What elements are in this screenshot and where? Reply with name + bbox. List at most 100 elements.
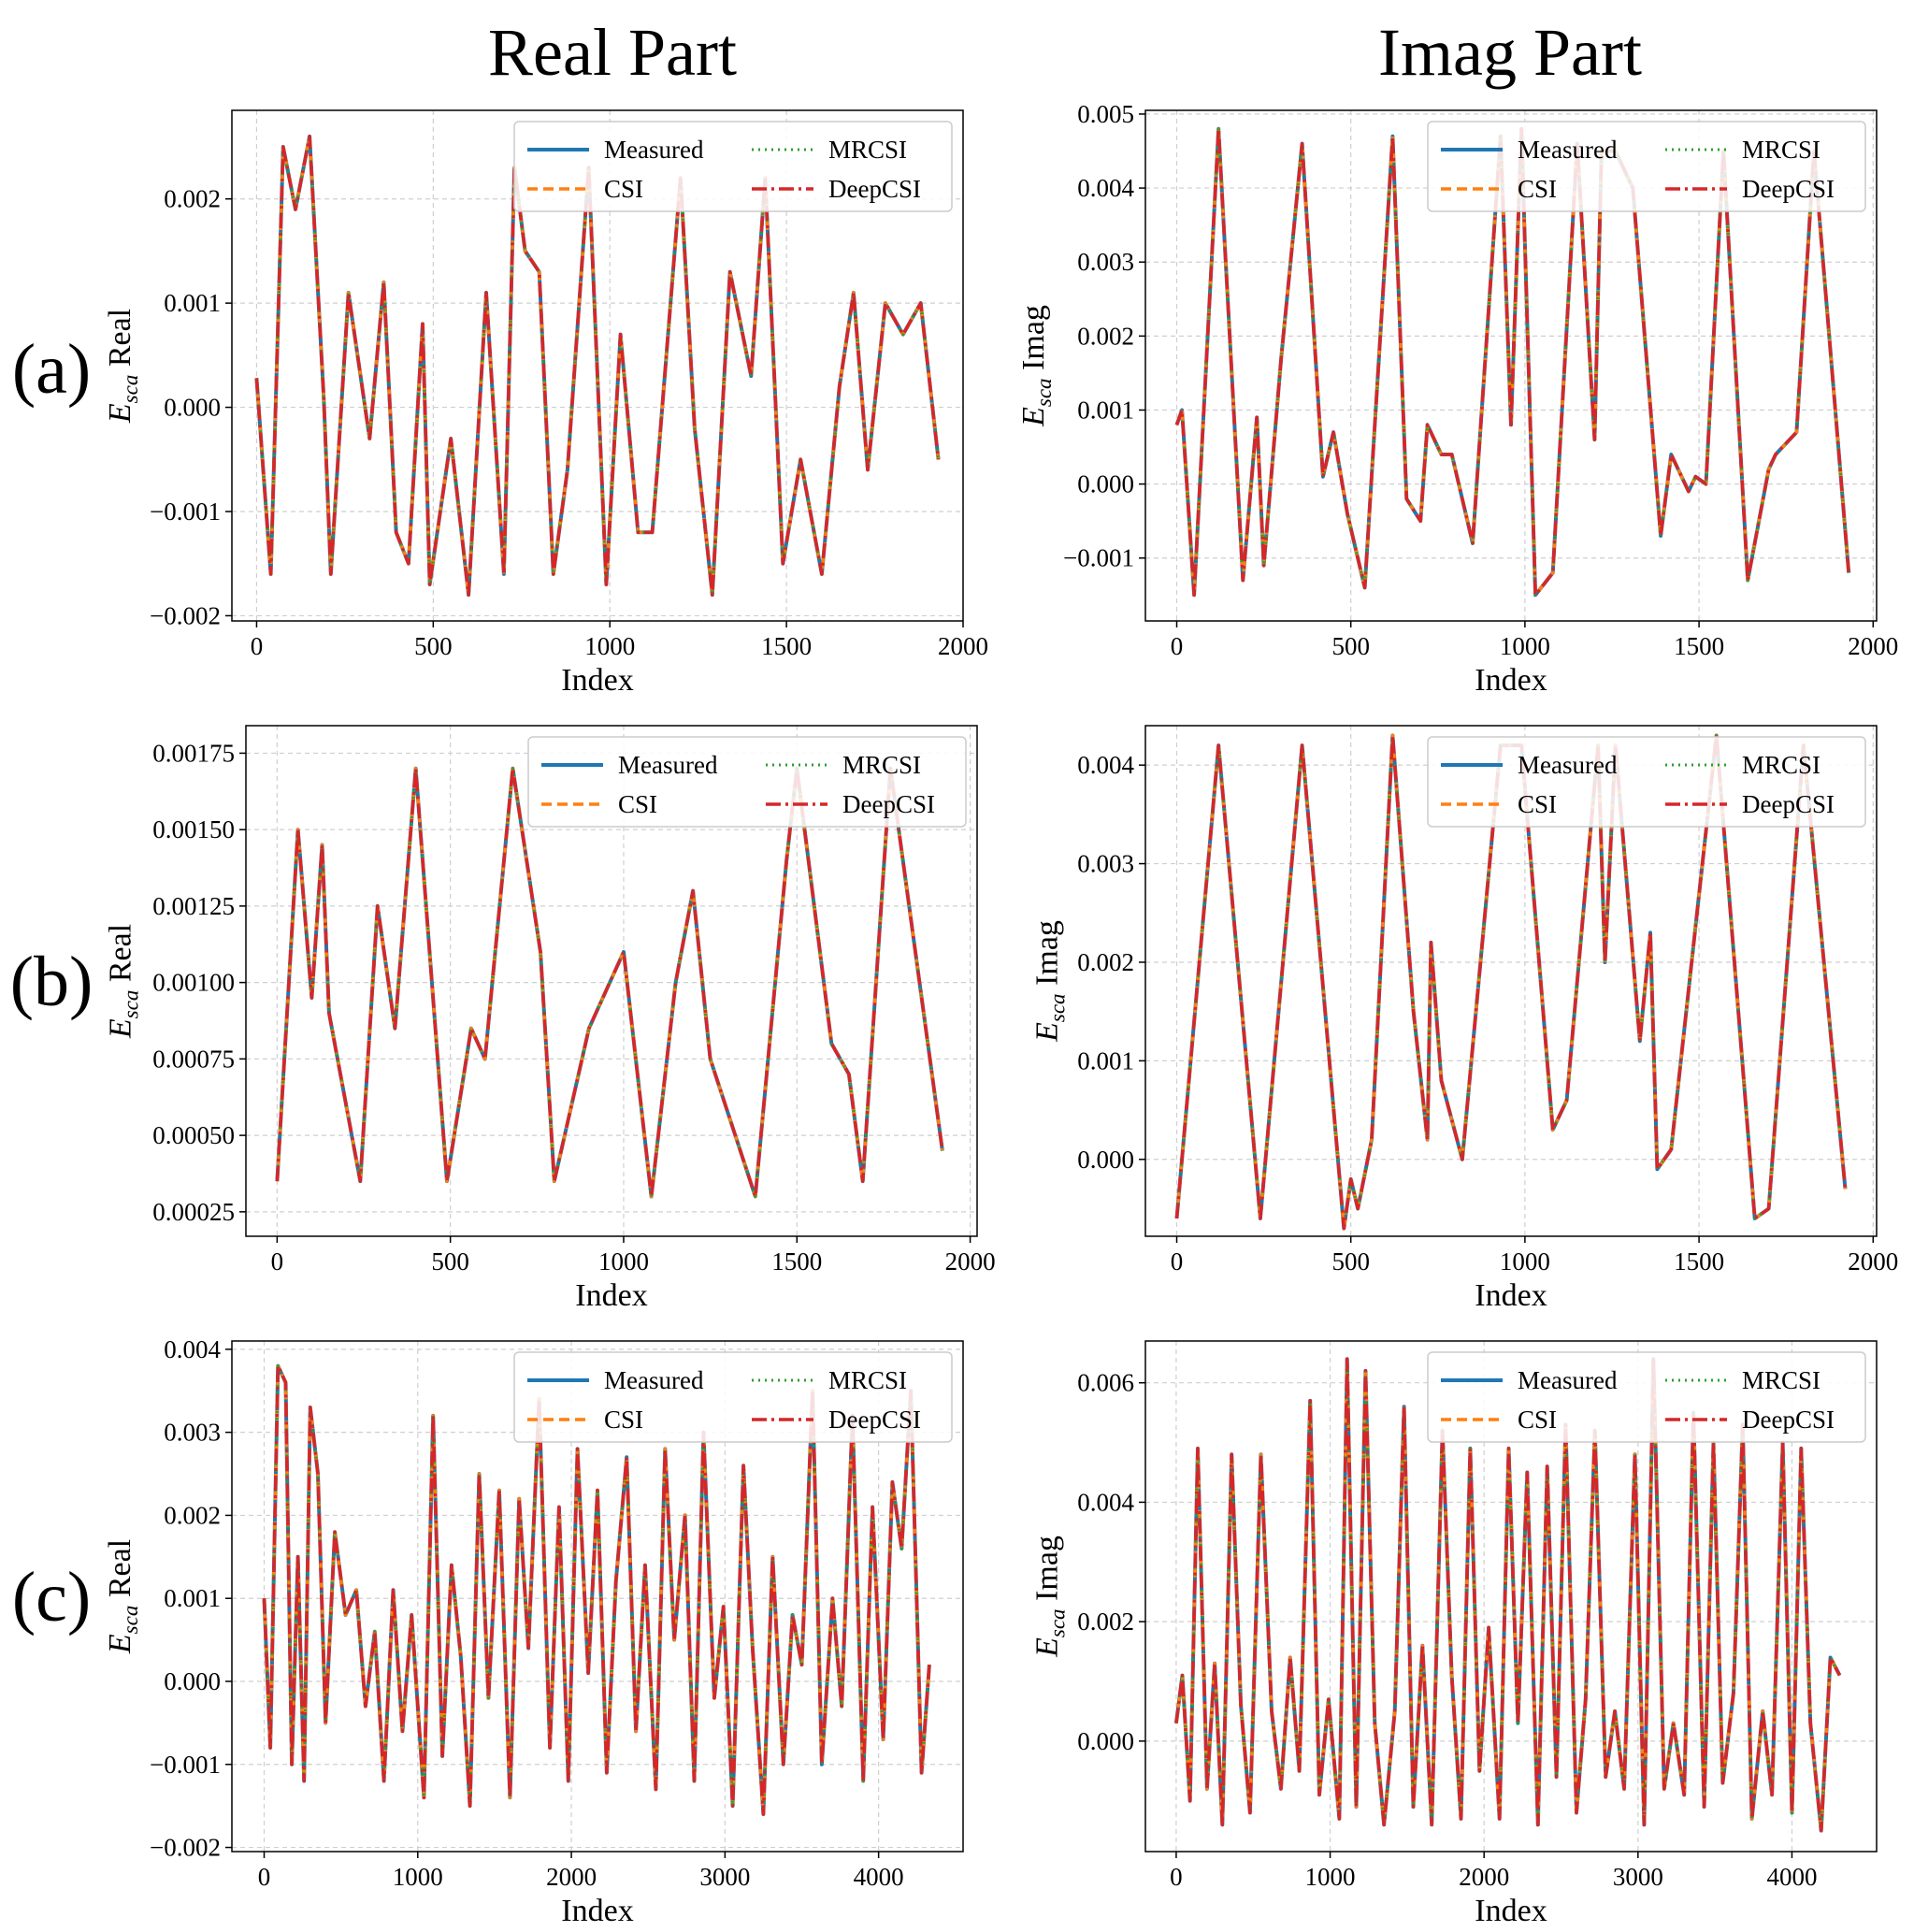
y-tick-label: −0.001	[1063, 544, 1134, 572]
legend: Measured CSI MRCSI DeepCSI	[1427, 121, 1866, 212]
plot-frame	[245, 725, 978, 1237]
y-axis-label-subscript: sca	[119, 375, 142, 404]
legend: Measured CSI MRCSI DeepCSI	[1427, 736, 1866, 828]
y-tick-label: 0.006	[1077, 1369, 1134, 1397]
legend-label-mrcsi: MRCSI	[1742, 751, 1820, 779]
x-tick-label: 2000	[1848, 632, 1898, 660]
x-tick-label: 3000	[1613, 1863, 1663, 1891]
y-axis-label-subscript: sca	[1046, 993, 1070, 1022]
legend: Measured CSI MRCSI DeepCSI	[527, 736, 967, 828]
y-tick-label: 0.004	[1077, 751, 1134, 779]
chart-panel-a-real: 0 500 1000 1500 2000 −0.002 −0.001 0.000 0.001 0.…	[103, 109, 988, 698]
series-line-deepcsi	[1174, 733, 1848, 1231]
legend: Measured CSI MRCSI DeepCSI	[1427, 1351, 1866, 1443]
legend: Measured CSI MRCSI DeepCSI	[513, 1351, 953, 1443]
column-title-real: Real Part	[488, 15, 737, 90]
y-axis-label-symbol: E	[1016, 407, 1051, 427]
x-tick-label: 1500	[1674, 632, 1724, 660]
y-tick-label: 0.001	[1077, 1046, 1134, 1074]
y-tick-label: 0.00125	[152, 892, 235, 920]
series-lines	[254, 134, 941, 598]
y-axis-label-text: Imag	[1030, 1536, 1065, 1608]
y-tick-label: 0.001	[164, 289, 221, 317]
y-tick-label: 0.004	[1077, 174, 1134, 202]
x-tick-label: 0	[271, 1247, 284, 1276]
legend-label-deepcsi: DeepCSI	[1742, 1406, 1835, 1434]
y-axis-label-symbol: E	[1030, 1637, 1065, 1658]
y-tick-label: 0.000	[164, 394, 221, 422]
chart-panel-b-real: 0 500 1000 1500 2000 0.00025 0.00050 0.00075 0.0…	[104, 725, 996, 1313]
y-axis-label-text: Real	[104, 924, 138, 990]
x-tick-label: 2000	[1848, 1247, 1898, 1276]
y-tick-label: 0.005	[1077, 100, 1134, 128]
plot-frame	[1144, 109, 1878, 622]
legend-box	[513, 1351, 953, 1443]
plot-frame	[1144, 1340, 1878, 1853]
x-tick-label: 2000	[945, 1247, 996, 1276]
y-axis-label: Esca Imag	[1030, 1536, 1070, 1658]
legend-label-csi: CSI	[1518, 790, 1557, 818]
legend-label-csi: CSI	[1518, 175, 1557, 203]
y-tick-label: 0.001	[164, 1584, 221, 1612]
legend-label-measured: Measured	[604, 136, 704, 164]
y-tick-label: 0.000	[164, 1667, 221, 1695]
legend-label-deepcsi: DeepCSI	[828, 1406, 921, 1434]
y-axis-label-text: Real	[103, 1539, 137, 1606]
y-axis-label-symbol: E	[103, 1634, 137, 1654]
chart-panel-b-imag: 0 500 1000 1500 2000 0.000 0.001 0.002 0.003 0.00…	[1030, 725, 1898, 1313]
y-axis-label: Esca Real	[103, 1539, 142, 1654]
plot-frame	[1144, 725, 1878, 1237]
x-tick-label: 4000	[1766, 1863, 1817, 1891]
x-tick-label: 1000	[1305, 1863, 1356, 1891]
x-tick-label: 1000	[598, 1247, 649, 1276]
legend-label-mrcsi: MRCSI	[828, 136, 907, 164]
y-tick-label: 0.00150	[152, 815, 235, 843]
y-axis-label: Esca Imag	[1030, 920, 1070, 1043]
x-axis-label: Index	[1475, 663, 1547, 698]
series-line-mrcsi	[275, 767, 944, 1198]
series-lines	[275, 766, 944, 1199]
legend-label-csi: CSI	[604, 1406, 643, 1434]
y-tick-label: 0.00100	[152, 969, 235, 997]
legend-box	[527, 736, 967, 828]
legend-label-measured: Measured	[1518, 1366, 1618, 1394]
x-tick-label: 3000	[699, 1863, 750, 1891]
y-axis-label-subscript: sca	[119, 1606, 142, 1635]
y-tick-label: 0.000	[1077, 1146, 1134, 1174]
y-tick-label: 0.002	[164, 1501, 221, 1529]
legend-label-mrcsi: MRCSI	[828, 1366, 907, 1394]
series-line-mrcsi	[254, 135, 941, 597]
y-axis-label-subscript: sca	[120, 990, 143, 1019]
x-tick-label: 0	[1171, 1247, 1184, 1276]
y-tick-label: 0.00050	[152, 1121, 235, 1149]
y-tick-label: 0.004	[164, 1335, 221, 1363]
y-tick-label: 0.00025	[152, 1198, 235, 1226]
y-axis-label-symbol: E	[103, 403, 137, 424]
y-tick-label: 0.003	[164, 1419, 221, 1447]
series-line-csi	[254, 135, 941, 597]
y-tick-label: 0.002	[1077, 1608, 1134, 1636]
y-axis-label-text: Real	[103, 309, 137, 375]
y-tick-label: 0.00075	[152, 1045, 235, 1073]
legend-label-measured: Measured	[604, 1366, 704, 1394]
x-axis-label: Index	[561, 1894, 633, 1928]
x-tick-label: 2000	[546, 1863, 597, 1891]
y-tick-label: 0.00175	[152, 739, 235, 767]
x-tick-label: 0	[1170, 1863, 1183, 1891]
x-tick-label: 500	[431, 1247, 469, 1276]
y-tick-label: −0.001	[150, 1751, 221, 1779]
legend: Measured CSI MRCSI DeepCSI	[513, 121, 953, 212]
x-tick-label: 500	[1331, 632, 1370, 660]
series-lines	[1173, 1357, 1842, 1833]
y-axis-label-symbol: E	[104, 1018, 138, 1039]
x-tick-label: 2000	[938, 632, 988, 660]
row-label-c: (c)	[12, 1558, 91, 1636]
legend-label-csi: CSI	[1518, 1406, 1557, 1434]
x-axis-label: Index	[1475, 1278, 1547, 1313]
x-tick-label: 4000	[854, 1863, 904, 1891]
x-tick-label: 0	[251, 632, 264, 660]
y-axis-label: Esca Real	[103, 309, 142, 424]
legend-label-measured: Measured	[1518, 751, 1618, 779]
legend-label-deepcsi: DeepCSI	[1742, 175, 1835, 203]
